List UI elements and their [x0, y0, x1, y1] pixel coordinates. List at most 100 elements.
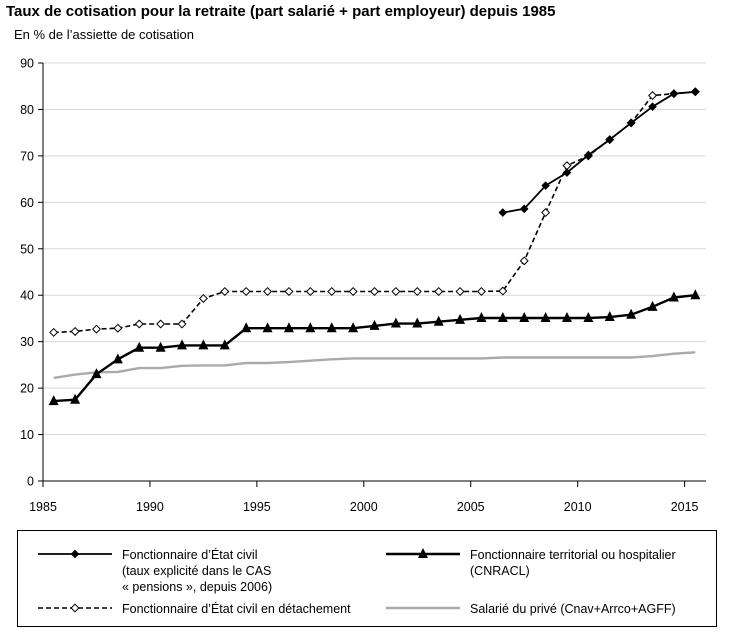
- legend-item: Fonctionnaire territorial ou hospitalier…: [384, 547, 676, 579]
- x-tick-label: 2000: [350, 500, 378, 514]
- data-point: [49, 327, 59, 337]
- x-tick-label: 1990: [136, 500, 164, 514]
- series-line: [53, 294, 696, 403]
- data-point: [497, 311, 508, 322]
- data-point: [541, 181, 550, 190]
- data-point: [455, 313, 466, 324]
- data-point: [562, 168, 572, 177]
- y-tick-label: 20: [20, 382, 34, 396]
- legend-swatch: [38, 603, 112, 613]
- series-solid-gray: [53, 351, 696, 380]
- legend-swatch: [38, 549, 112, 559]
- data-point: [112, 353, 123, 364]
- legend-label: Fonctionnaire d’État civil en détachemen…: [122, 602, 351, 616]
- data-point: [156, 319, 166, 329]
- data-point: [305, 322, 316, 333]
- data-point: [541, 208, 551, 218]
- data-point: [198, 339, 209, 350]
- series-line: [53, 351, 696, 380]
- data-point: [391, 286, 401, 297]
- series-dashed-open-diamond: [49, 87, 700, 337]
- data-point: [305, 286, 315, 297]
- series-solid-diamond: [498, 87, 700, 217]
- data-point: [648, 102, 657, 111]
- data-point: [476, 286, 486, 297]
- data-point: [498, 286, 508, 296]
- data-point: [113, 323, 123, 333]
- data-point: [668, 291, 679, 302]
- data-point: [561, 311, 572, 322]
- legend-item: Fonctionnaire d’État civil en détachemen…: [36, 601, 351, 617]
- data-point: [626, 118, 636, 128]
- data-point: [70, 393, 81, 404]
- chart-title: Taux de cotisation pour la retraite (par…: [6, 3, 556, 20]
- y-tick-label: 60: [20, 196, 34, 210]
- gridlines: [43, 62, 706, 482]
- x-tick-label: 1985: [29, 500, 57, 514]
- data-point: [690, 289, 701, 300]
- data-point: [91, 324, 101, 334]
- legend-label: Fonctionnaire d’État civil (taux explici…: [122, 548, 273, 594]
- data-point: [91, 368, 102, 379]
- data-point: [134, 341, 145, 352]
- data-point: [283, 322, 294, 333]
- legend-label: Salarié du privé (Cnav+Arrco+AGFF): [470, 602, 676, 616]
- data-point: [70, 603, 80, 613]
- data-point: [134, 319, 144, 329]
- data-point: [220, 286, 230, 297]
- data-point: [219, 339, 230, 350]
- y-tick-label: 70: [20, 149, 34, 163]
- data-point: [519, 311, 530, 322]
- data-point: [369, 319, 380, 330]
- y-tick-label: 0: [27, 475, 34, 489]
- data-point: [604, 311, 615, 322]
- data-point: [690, 87, 700, 97]
- data-point: [390, 317, 401, 328]
- legend-swatch: [386, 548, 460, 558]
- x-tick-label: 2010: [564, 500, 592, 514]
- data-point: [326, 322, 337, 333]
- data-point: [241, 322, 252, 333]
- axes: 0 10 20 30 40 50 60 70 80 90 1985 1990 1995 2000 2005 2…: [20, 57, 706, 514]
- data-point: [412, 317, 423, 328]
- y-tick-label: 80: [20, 103, 34, 117]
- data-point: [647, 300, 658, 311]
- data-point: [434, 286, 444, 297]
- data-point: [476, 311, 487, 322]
- data-point: [412, 286, 422, 297]
- data-point: [519, 256, 529, 266]
- legend-item: Fonctionnaire d’État civil (taux explici…: [36, 547, 272, 595]
- data-point: [519, 204, 529, 214]
- data-point: [433, 315, 444, 326]
- data-point: [605, 135, 615, 144]
- data-point: [177, 339, 188, 350]
- y-tick-label: 30: [20, 335, 34, 349]
- data-point: [348, 286, 358, 297]
- legend: Fonctionnaire d’État civil (taux explici…: [17, 530, 717, 627]
- y-tick-label: 10: [20, 428, 34, 442]
- data-point: [626, 308, 637, 319]
- data-point: [198, 293, 208, 303]
- data-point: [498, 208, 508, 217]
- data-point: [263, 286, 273, 297]
- line-chart: 0 10 20 30 40 50 60 70 80 90 1985 1990 1995 2000 2005 2…: [20, 57, 706, 514]
- data-point: [70, 549, 80, 559]
- data-point: [369, 286, 380, 297]
- data-point: [584, 150, 593, 160]
- data-point: [241, 286, 251, 297]
- data-point: [177, 319, 187, 329]
- x-tick-label: 1995: [243, 500, 271, 514]
- x-tick-label: 2015: [671, 500, 699, 514]
- series-layer: [48, 87, 701, 406]
- series-line: [53, 91, 696, 334]
- data-point: [418, 548, 428, 558]
- data-point: [48, 395, 59, 406]
- data-point: [348, 322, 359, 333]
- data-point: [284, 286, 294, 297]
- data-point: [455, 286, 465, 297]
- data-point: [70, 326, 80, 336]
- y-tick-label: 90: [20, 57, 34, 71]
- data-point: [648, 91, 658, 101]
- series-line: [502, 90, 696, 214]
- data-point: [583, 311, 594, 322]
